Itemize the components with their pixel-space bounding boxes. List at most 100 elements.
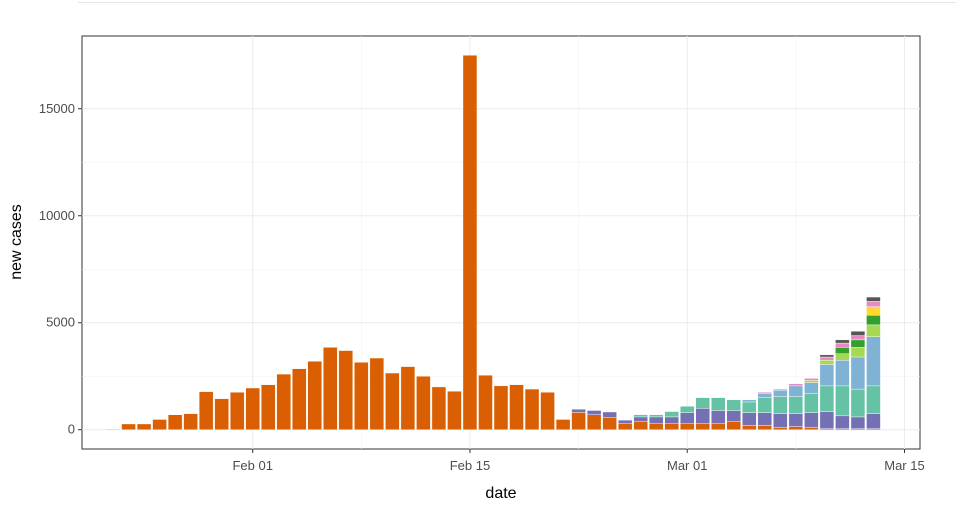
bar-segment — [354, 362, 369, 430]
bar-segment — [338, 350, 353, 430]
bar-segment — [757, 392, 772, 394]
y-axis-ticks: 0 5000 10000 15000 — [39, 101, 82, 437]
bar-segment — [773, 427, 788, 430]
bar-segment — [726, 399, 741, 411]
bar-segment — [742, 401, 757, 413]
bar-segment — [788, 383, 804, 387]
bar-segment — [757, 397, 772, 413]
bar-segment — [773, 388, 788, 391]
bar-segment — [292, 368, 307, 430]
bar-segment — [850, 339, 866, 348]
bar-segment — [121, 423, 136, 430]
bar-segment — [757, 393, 772, 398]
bar-segment — [866, 336, 881, 387]
bar-segment — [866, 306, 881, 316]
x-axis-title: date — [485, 485, 516, 502]
bar-segment — [478, 374, 493, 430]
bar-segment — [462, 55, 478, 430]
bar-segment — [633, 414, 648, 418]
bar-segment — [866, 324, 881, 337]
bar-segment — [400, 366, 416, 430]
bar-segment — [788, 426, 804, 430]
bar-segment — [152, 419, 167, 430]
bar-segment — [819, 359, 835, 365]
bar-segment — [524, 388, 540, 430]
x-tick-label: Feb 15 — [450, 458, 490, 473]
bar-segment — [850, 388, 866, 418]
bar-segment — [866, 296, 881, 302]
bar-segment — [649, 423, 664, 430]
bar-segment — [866, 413, 881, 429]
bar-segment — [726, 410, 741, 422]
bar-segment — [804, 427, 819, 430]
bar-segment — [447, 391, 462, 430]
bar-segment — [493, 385, 509, 430]
bar-segment — [307, 361, 322, 430]
bar-segment — [136, 423, 152, 430]
bar-segment — [261, 384, 276, 430]
bar-segment — [804, 412, 819, 428]
bar-segment — [664, 423, 679, 430]
bar-segment — [788, 396, 804, 414]
bar-segment — [757, 412, 772, 426]
bar-segment — [819, 411, 835, 429]
plot-panel — [81, 35, 921, 450]
bar-segment — [866, 301, 881, 307]
bar-segment — [819, 364, 835, 387]
bar-segment — [540, 392, 555, 430]
bar-segment — [105, 428, 121, 430]
bar-segment — [509, 384, 524, 430]
bar-segment — [385, 372, 400, 430]
x-tick-label: Feb 01 — [232, 458, 272, 473]
bar-segment — [835, 353, 850, 361]
top-bar-edge — [78, 0, 956, 3]
bar-segment — [835, 359, 850, 387]
bar-segment — [695, 397, 710, 409]
bar-segment — [571, 412, 586, 430]
x-tick-label: Mar 01 — [667, 458, 707, 473]
bar-segment — [804, 378, 819, 381]
bar-segment — [617, 423, 633, 430]
bar-segment — [214, 398, 229, 430]
bar-segment — [773, 396, 788, 414]
bar-segment — [804, 380, 819, 383]
bar-segment — [680, 406, 695, 413]
bar-segment — [198, 391, 214, 430]
bars-group — [105, 55, 881, 430]
bar-segment — [431, 386, 447, 430]
bar-segment — [850, 347, 866, 358]
bar-segment — [555, 419, 571, 430]
bar-segment — [835, 385, 850, 417]
bar-segment — [680, 423, 695, 430]
bar-segment — [664, 411, 679, 418]
bar-segment — [742, 425, 757, 430]
bar-segment — [850, 416, 866, 429]
bar-segment — [726, 420, 741, 430]
bar-segment — [835, 342, 850, 348]
bar-segment — [664, 416, 679, 424]
bar-segment — [633, 420, 648, 430]
bar-segment — [167, 414, 183, 430]
bar-segment — [742, 412, 757, 426]
x-axis-ticks: Feb 01 Feb 15 Mar 01 Mar 15 — [232, 449, 925, 473]
bar-segment — [323, 347, 338, 430]
bar-segment — [230, 392, 245, 430]
bar-segment — [695, 408, 710, 424]
bar-segment — [835, 339, 850, 344]
bar-segment — [602, 417, 617, 430]
bar-segment — [866, 385, 881, 414]
bar-segment — [742, 399, 757, 403]
bar-segment — [617, 419, 633, 424]
bar-segment — [276, 373, 291, 430]
y-tick-label: 15000 — [39, 101, 75, 116]
bar-segment — [711, 397, 726, 411]
bar-segment — [633, 416, 648, 422]
bar-segment — [819, 356, 835, 361]
bar-segment — [850, 331, 866, 336]
y-tick-label: 0 — [68, 422, 75, 437]
bar-segment — [245, 387, 260, 430]
bar-segment — [586, 410, 602, 415]
bar-segment — [183, 413, 198, 430]
bar-segment — [850, 335, 866, 341]
